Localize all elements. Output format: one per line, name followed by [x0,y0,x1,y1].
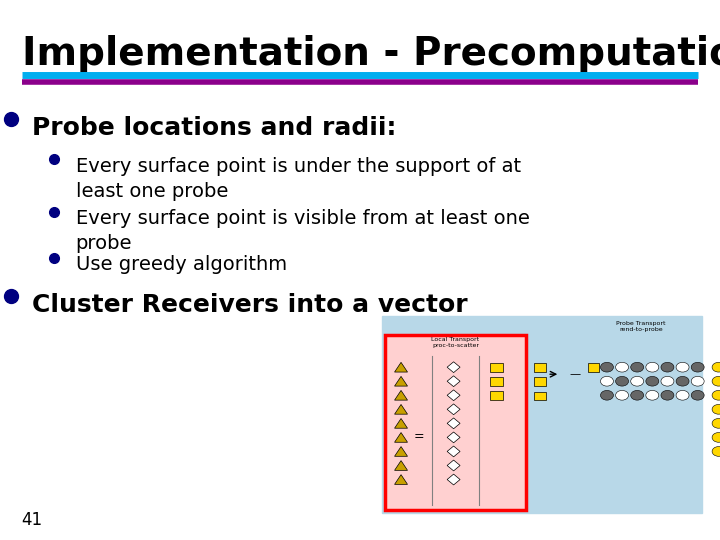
Polygon shape [395,404,408,414]
FancyBboxPatch shape [382,316,702,513]
Circle shape [646,390,659,400]
Circle shape [616,390,629,400]
FancyBboxPatch shape [588,363,599,372]
FancyBboxPatch shape [490,363,503,372]
Circle shape [691,376,704,386]
Circle shape [631,390,644,400]
Circle shape [712,418,720,428]
Circle shape [616,376,629,386]
Text: Probe Transport
rend-to-probe: Probe Transport rend-to-probe [616,321,665,332]
Polygon shape [447,460,460,471]
Polygon shape [447,362,460,373]
Polygon shape [447,474,460,485]
Text: 41: 41 [22,511,42,529]
Text: =: = [414,430,424,443]
Circle shape [712,447,720,456]
FancyBboxPatch shape [385,335,526,510]
Polygon shape [395,390,408,400]
Polygon shape [447,432,460,443]
Circle shape [712,390,720,400]
FancyBboxPatch shape [534,392,546,400]
Text: Probe locations and radii:: Probe locations and radii: [32,116,397,140]
Circle shape [691,390,704,400]
Circle shape [646,376,659,386]
Text: Implementation - Precomputation: Implementation - Precomputation [22,35,720,73]
Circle shape [676,390,689,400]
Polygon shape [447,390,460,401]
Circle shape [691,362,704,372]
Circle shape [712,362,720,372]
Polygon shape [447,418,460,429]
Circle shape [631,362,644,372]
Polygon shape [395,433,408,442]
Circle shape [600,362,613,372]
FancyBboxPatch shape [534,377,546,386]
Polygon shape [447,404,460,415]
Circle shape [661,362,674,372]
Polygon shape [395,461,408,470]
Polygon shape [395,447,408,456]
Circle shape [616,362,629,372]
Circle shape [712,404,720,414]
Circle shape [712,433,720,442]
Text: Every surface point is under the support of at
least one probe: Every surface point is under the support… [76,157,521,200]
Polygon shape [395,362,408,372]
FancyBboxPatch shape [490,391,503,400]
Circle shape [600,390,613,400]
Text: —: — [569,369,580,379]
Circle shape [676,362,689,372]
Polygon shape [447,376,460,387]
Polygon shape [395,475,408,484]
Text: Local Transport
proc-to-scatter: Local Transport proc-to-scatter [431,338,480,348]
Circle shape [600,376,613,386]
Polygon shape [395,418,408,428]
Circle shape [712,376,720,386]
Text: Use greedy algorithm: Use greedy algorithm [76,255,287,274]
Circle shape [676,376,689,386]
Polygon shape [447,446,460,457]
Circle shape [661,390,674,400]
FancyBboxPatch shape [534,363,546,372]
Text: Cluster Receivers into a vector: Cluster Receivers into a vector [32,293,468,317]
Circle shape [661,376,674,386]
Circle shape [646,362,659,372]
Polygon shape [395,376,408,386]
Text: Every surface point is visible from at least one
probe: Every surface point is visible from at l… [76,209,529,253]
Circle shape [631,376,644,386]
FancyBboxPatch shape [490,377,503,386]
